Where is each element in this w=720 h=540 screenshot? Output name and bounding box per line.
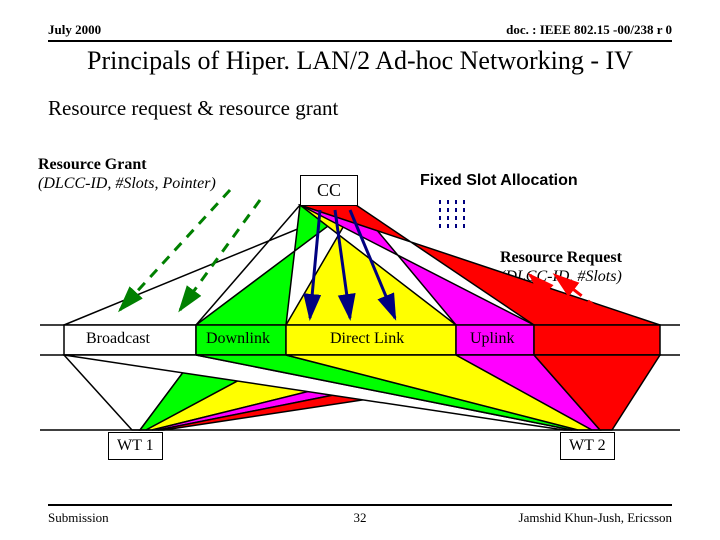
- seg-directlink: Direct Link: [330, 330, 404, 348]
- wt2-box: WT 2: [560, 432, 615, 460]
- seg-downlink: Downlink: [206, 330, 270, 348]
- wt1-box: WT 1: [108, 432, 163, 460]
- cc-box: CC: [300, 175, 358, 206]
- seg-broadcast: Broadcast: [86, 330, 150, 348]
- seg-uplink: Uplink: [470, 330, 514, 348]
- seg-random: Random Access: [540, 330, 643, 348]
